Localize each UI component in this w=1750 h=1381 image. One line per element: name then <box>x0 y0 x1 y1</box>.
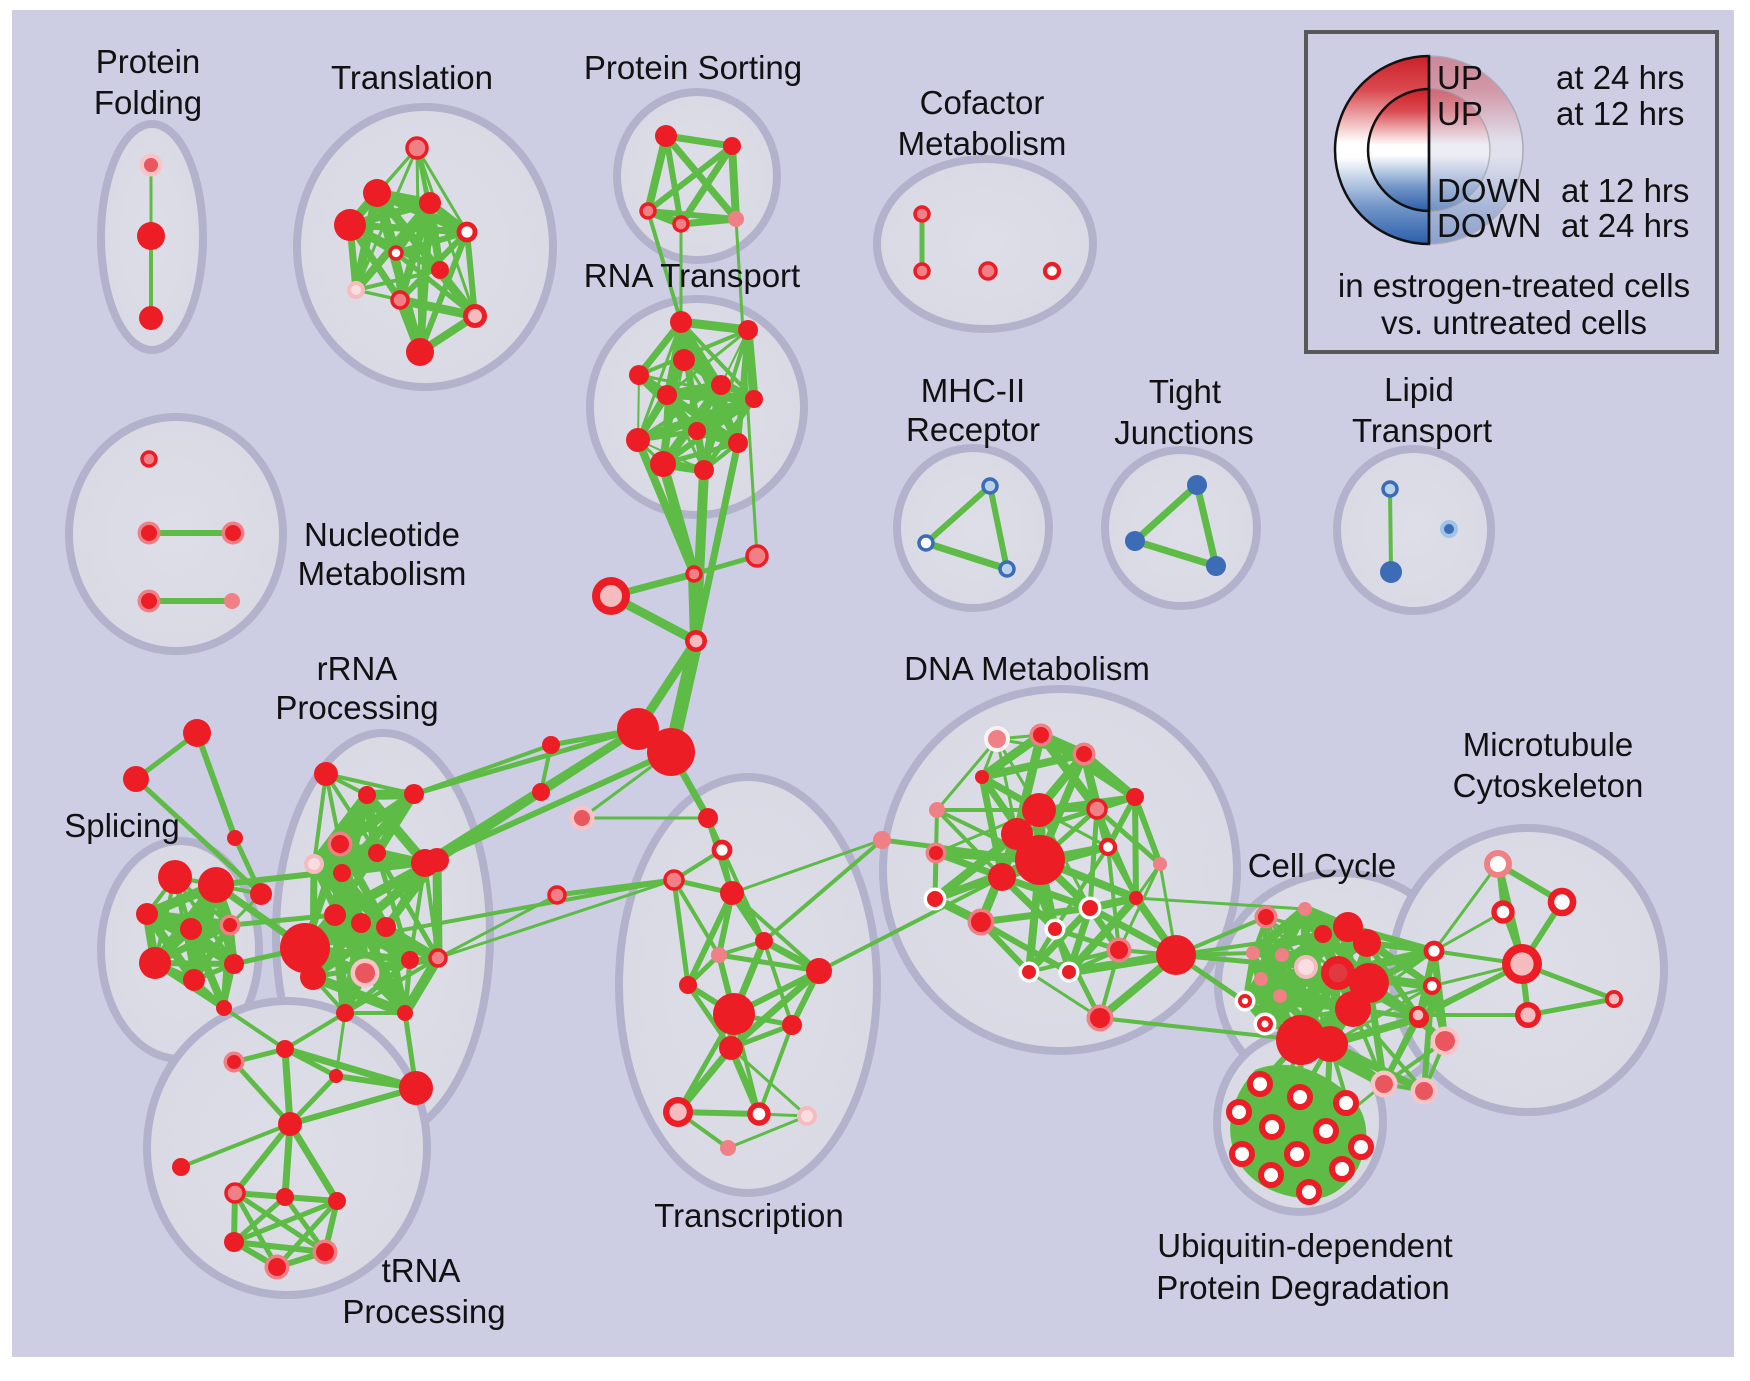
svg-text:rRNA: rRNA <box>317 650 398 687</box>
svg-text:Cytoskeleton: Cytoskeleton <box>1453 767 1644 804</box>
svg-text:UP: UP <box>1437 95 1483 132</box>
svg-text:Processing: Processing <box>275 689 438 726</box>
svg-text:Junctions: Junctions <box>1114 414 1253 451</box>
svg-text:DOWN: DOWN <box>1437 172 1541 209</box>
svg-text:UP: UP <box>1437 59 1483 96</box>
svg-text:DOWN: DOWN <box>1437 207 1541 244</box>
svg-text:Cofactor: Cofactor <box>920 84 1045 121</box>
svg-text:at 12 hrs: at 12 hrs <box>1561 172 1689 209</box>
svg-text:Metabolism: Metabolism <box>898 125 1067 162</box>
svg-text:at 12 hrs: at 12 hrs <box>1556 95 1684 132</box>
svg-text:Cell Cycle: Cell Cycle <box>1248 847 1397 884</box>
svg-text:tRNA: tRNA <box>382 1252 461 1289</box>
svg-text:Folding: Folding <box>94 84 202 121</box>
svg-text:Lipid: Lipid <box>1384 371 1454 408</box>
svg-text:Receptor: Receptor <box>906 411 1040 448</box>
svg-text:Protein: Protein <box>96 43 201 80</box>
svg-text:Microtubule: Microtubule <box>1463 726 1634 763</box>
svg-text:DNA Metabolism: DNA Metabolism <box>904 650 1150 687</box>
svg-text:Transcription: Transcription <box>654 1197 844 1234</box>
svg-text:Protein Sorting: Protein Sorting <box>584 49 802 86</box>
svg-text:vs. untreated cells: vs. untreated cells <box>1381 304 1647 341</box>
svg-text:Tight: Tight <box>1149 373 1221 410</box>
svg-text:Transport: Transport <box>1352 412 1492 449</box>
svg-text:Protein Degradation: Protein Degradation <box>1156 1269 1450 1306</box>
svg-text:RNA Transport: RNA Transport <box>584 257 800 294</box>
svg-text:Splicing: Splicing <box>64 807 180 844</box>
svg-text:in estrogen-treated cells: in estrogen-treated cells <box>1338 267 1690 304</box>
svg-text:at 24 hrs: at 24 hrs <box>1556 59 1684 96</box>
svg-text:at 24 hrs: at 24 hrs <box>1561 207 1689 244</box>
svg-text:MHC-II: MHC-II <box>921 372 1025 409</box>
svg-text:Nucleotide: Nucleotide <box>304 516 460 553</box>
svg-text:Translation: Translation <box>331 59 493 96</box>
svg-text:Ubiquitin-dependent: Ubiquitin-dependent <box>1157 1227 1452 1264</box>
svg-text:Metabolism: Metabolism <box>298 555 467 592</box>
svg-text:Processing: Processing <box>342 1293 505 1330</box>
